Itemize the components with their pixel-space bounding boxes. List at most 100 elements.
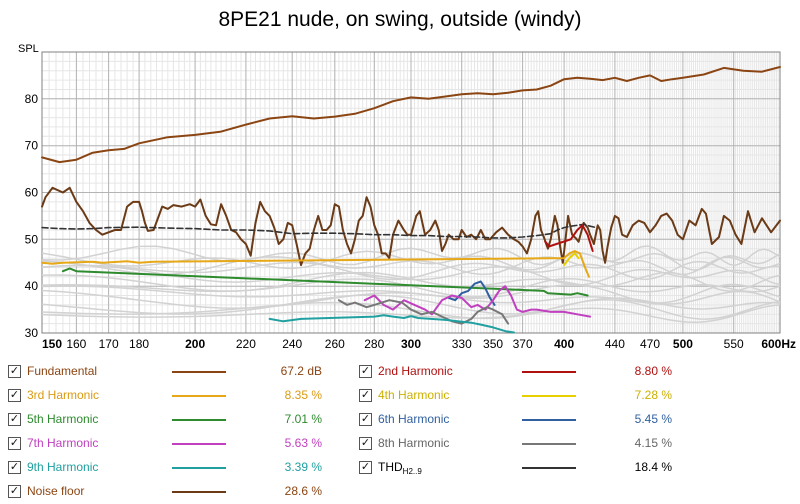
- legend-item: ✓ THDH2..9 18.4 %: [359, 458, 739, 476]
- legend-checkbox[interactable]: ✓: [359, 364, 372, 378]
- series-line-thd-h2-9: [41, 223, 598, 239]
- legend-value: 7.01 %: [284, 412, 322, 426]
- legend-checkbox[interactable]: ✓: [8, 484, 21, 498]
- x-tick-label: 400: [554, 337, 574, 351]
- series-line-noise-floor: [41, 186, 781, 267]
- legend-swatch: [522, 395, 576, 397]
- legend-swatch: [172, 467, 226, 469]
- series-line-2nd-harmonic: [544, 224, 594, 252]
- background-trace: [41, 277, 781, 298]
- legend-swatch: [172, 491, 226, 493]
- legend-item: ✓ 7th Harmonic 5.63 %: [8, 434, 388, 452]
- x-tick-label: 300: [401, 337, 421, 351]
- series-line-6th-harmonic: [447, 280, 496, 306]
- background-trace: [41, 264, 781, 286]
- legend-swatch: [522, 467, 576, 469]
- legend-item: ✓ 6th Harmonic 5.45 %: [359, 410, 739, 428]
- y-tick-label: 30: [25, 326, 39, 340]
- legend-value: 28.6 %: [284, 484, 322, 498]
- legend-value: 8.80 %: [634, 364, 672, 378]
- legend-label: 7th Harmonic: [27, 436, 99, 450]
- legend-label: THDH2..9: [378, 460, 422, 476]
- x-tick-label: 170: [99, 337, 119, 351]
- legend-checkbox[interactable]: ✓: [359, 460, 372, 474]
- legend-item: ✓ 4th Harmonic 7.28 %: [359, 386, 739, 404]
- spl-chart: 30 40 50 60 70 80 150 160 170 180 200 220 240 260 280 3…: [25, 51, 796, 351]
- legend-checkbox[interactable]: ✓: [8, 388, 21, 402]
- legend-label: 5th Harmonic: [27, 412, 99, 426]
- x-tick-label: 160: [66, 337, 86, 351]
- legend-label: 2nd Harmonic: [378, 364, 453, 378]
- legend-swatch: [522, 419, 576, 421]
- background-trace: [41, 250, 781, 271]
- x-tick-label: 220: [236, 337, 256, 351]
- y-tick-label: 40: [25, 279, 39, 293]
- series-line-8th-harmonic: [337, 299, 510, 325]
- background-trace: [41, 294, 781, 315]
- legend-swatch: [522, 371, 576, 373]
- x-tick-label: 280: [364, 337, 384, 351]
- legend-label: 8th Harmonic: [378, 436, 450, 450]
- y-tick-label: 70: [25, 139, 39, 153]
- legend-label: 6th Harmonic: [378, 412, 450, 426]
- legend-checkbox[interactable]: ✓: [8, 364, 21, 378]
- x-tick-label: 370: [513, 337, 533, 351]
- x-tick-label: 180: [129, 337, 149, 351]
- x-tick-label: 440: [605, 337, 625, 351]
- legend-value: 5.45 %: [634, 412, 672, 426]
- legend-item: ✓ 2nd Harmonic 8.80 %: [359, 362, 739, 380]
- legend-checkbox[interactable]: ✓: [359, 388, 372, 402]
- legend-swatch: [172, 419, 226, 421]
- x-tick-label: 600Hz: [761, 337, 796, 351]
- series-line-fundamental: [41, 66, 781, 164]
- series-line-4th-harmonic: [563, 252, 580, 267]
- x-tick-label: 470: [640, 337, 660, 351]
- y-tick-label: 50: [25, 232, 39, 246]
- legend-item: ✓ 8th Harmonic 4.15 %: [359, 434, 739, 452]
- legend-label: Noise floor: [27, 484, 85, 498]
- legend-value: 4.15 %: [634, 436, 672, 450]
- legend-label: 4th Harmonic: [378, 388, 450, 402]
- y-tick-label: 60: [25, 186, 39, 200]
- y-axis-label: SPL: [18, 43, 39, 55]
- background-trace: [41, 304, 781, 323]
- legend-label: 9th Harmonic: [27, 460, 99, 474]
- legend-value: 3.39 %: [284, 460, 322, 474]
- legend-value: 5.63 %: [284, 436, 322, 450]
- legend-value: 7.28 %: [634, 388, 672, 402]
- series-line-3rd-harmonic: [41, 250, 590, 278]
- x-tick-label: 200: [185, 337, 205, 351]
- legend-swatch: [522, 443, 576, 445]
- legend-swatch: [172, 371, 226, 373]
- x-tick-label: 350: [483, 337, 503, 351]
- chart-title: 8PE21 nude, on swing, outside (windy): [218, 8, 582, 31]
- legend-checkbox[interactable]: ✓: [8, 412, 21, 426]
- series-line-9th-harmonic: [268, 314, 515, 334]
- legend-label: Fundamental: [27, 364, 98, 378]
- x-tick-label: 240: [282, 337, 302, 351]
- legend-checkbox[interactable]: ✓: [359, 412, 372, 426]
- legend-item: ✓ Fundamental 67.2 dB: [8, 362, 388, 380]
- legend-item: ✓ Noise floor 28.6 %: [8, 482, 388, 500]
- legend-label: 3rd Harmonic: [27, 388, 100, 402]
- series-line-5th-harmonic: [61, 267, 589, 297]
- legend-swatch: [172, 395, 226, 397]
- legend-checkbox[interactable]: ✓: [359, 436, 372, 450]
- legend-value: 8.35 %: [284, 388, 322, 402]
- legend-value: 67.2 dB: [280, 364, 322, 378]
- legend-checkbox[interactable]: ✓: [8, 460, 21, 474]
- plot-border: [41, 51, 781, 334]
- x-tick-label: 500: [673, 337, 693, 351]
- x-tick-label: 150: [42, 337, 62, 351]
- y-tick-label: 80: [25, 92, 39, 106]
- series-line-7th-harmonic: [363, 285, 592, 318]
- legend-checkbox[interactable]: ✓: [8, 436, 21, 450]
- legend-item: ✓ 5th Harmonic 7.01 %: [8, 410, 388, 428]
- legend-item: ✓ 9th Harmonic 3.39 %: [8, 458, 388, 476]
- x-tick-label: 330: [452, 337, 472, 351]
- legend-label-subscript: H2..9: [402, 467, 422, 476]
- legend-swatch: [172, 443, 226, 445]
- x-tick-label: 260: [325, 337, 345, 351]
- legend: ✓ Fundamental 67.2 dB ✓ 2nd Harmonic 8.80 % ✓ 3…: [0, 360, 800, 500]
- legend-item: ✓ 3rd Harmonic 8.35 %: [8, 386, 388, 404]
